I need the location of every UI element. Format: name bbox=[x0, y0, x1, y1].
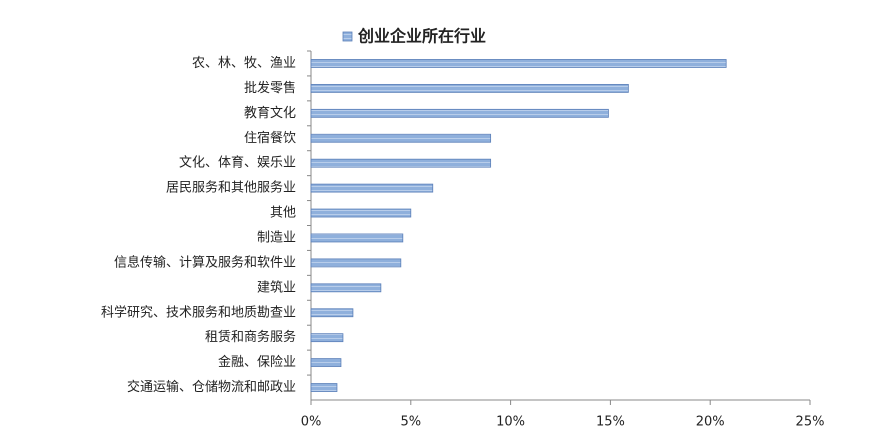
y-tick-label: 租赁和商务服务 bbox=[205, 329, 296, 345]
bar bbox=[310, 258, 402, 268]
y-tick-label: 交通运输、仓储物流和邮政业 bbox=[127, 379, 296, 395]
bar bbox=[310, 108, 609, 118]
x-tick-label: 20% bbox=[696, 415, 725, 430]
x-tick-label: 5% bbox=[400, 415, 421, 430]
bar bbox=[310, 283, 382, 293]
bar bbox=[310, 59, 727, 68]
y-tick-label: 科学研究、技术服务和地质勘查业 bbox=[101, 304, 296, 320]
bar bbox=[310, 133, 492, 143]
bar bbox=[310, 383, 338, 392]
bar bbox=[310, 333, 344, 343]
bar bbox=[310, 233, 404, 243]
x-tick-label: 25% bbox=[796, 415, 825, 430]
y-tick-label: 教育文化 bbox=[244, 105, 296, 121]
bar bbox=[310, 183, 434, 193]
y-tick-label: 农、林、牧、渔业 bbox=[192, 56, 296, 71]
bar bbox=[310, 158, 492, 168]
bar bbox=[310, 83, 629, 93]
y-tick-label: 批发零售 bbox=[244, 80, 296, 96]
y-tick-label: 住宿餐饮 bbox=[244, 130, 296, 146]
bar bbox=[310, 358, 342, 368]
x-tick-label: 0% bbox=[301, 415, 322, 430]
x-tick-label: 15% bbox=[596, 415, 625, 430]
y-tick-label: 其他 bbox=[270, 206, 296, 221]
y-tick-label: 建筑业 bbox=[257, 279, 296, 295]
y-tick-label: 居民服务和其他服务业 bbox=[166, 180, 296, 196]
y-tick-label: 文化、体育、娱乐业 bbox=[179, 155, 296, 171]
bar bbox=[310, 308, 354, 318]
legend-marker bbox=[342, 31, 353, 42]
legend-text: 创业企业所在行业 bbox=[357, 27, 486, 46]
y-tick-label: 信息传输、计算及服务和软件业 bbox=[114, 254, 296, 270]
y-tick-label: 制造业 bbox=[257, 230, 296, 245]
x-tick-label: 10% bbox=[496, 415, 525, 430]
bar bbox=[310, 208, 412, 218]
y-tick-label: 金融、保险业 bbox=[218, 354, 296, 370]
